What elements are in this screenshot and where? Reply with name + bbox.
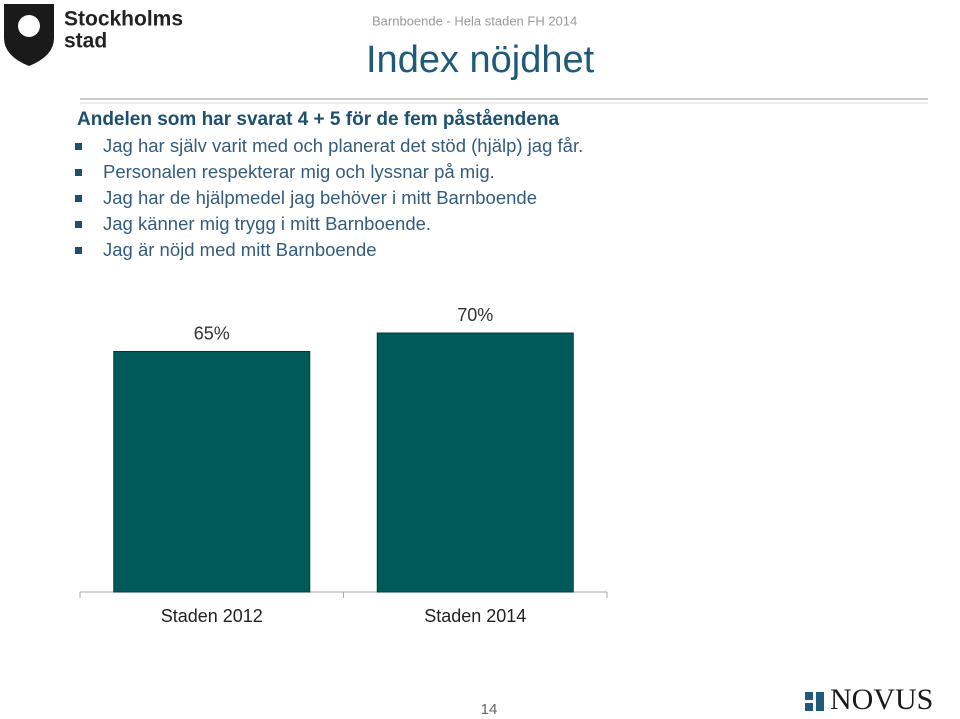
brand-mark <box>805 692 813 700</box>
subtitle: Barnboende - Hela staden FH 2014 <box>372 13 577 28</box>
bar <box>113 351 311 593</box>
bullet-marker <box>75 247 82 254</box>
chart: Staden 2012 65% Staden 2014 70% <box>79 305 608 626</box>
bullet-text: Jag känner mig trygg i mitt Barnboende. <box>103 213 431 234</box>
bullet-marker <box>75 169 82 176</box>
x-tick-label: Staden 2014 <box>424 606 526 626</box>
bullet-marker <box>75 143 82 150</box>
brand-mark <box>816 692 824 711</box>
data-label: 70% <box>457 305 493 325</box>
brand-mark <box>805 703 813 711</box>
bullet-marker <box>75 221 82 228</box>
bullet-list: Jag har själv varit med och planerat det… <box>75 135 583 260</box>
heading: Andelen som har svarat 4 + 5 för de fem … <box>77 109 559 130</box>
bullet-marker <box>75 195 82 202</box>
data-label: 65% <box>194 323 230 343</box>
bar <box>376 332 574 593</box>
bullet-text: Personalen respekterar mig och lyssnar p… <box>103 161 495 182</box>
title: Index nöjdhet <box>366 39 595 81</box>
logo-emblem <box>18 15 40 37</box>
bullet-text: Jag är nöjd med mitt Barnboende <box>103 239 377 260</box>
logo-text: stad <box>64 30 107 53</box>
page-number: 14 <box>481 701 498 718</box>
logo-text: Stockholms <box>64 8 183 31</box>
brand: NOVUS <box>830 683 933 716</box>
bullet-text: Jag har de hjälpmedel jag behöver i mitt… <box>103 187 537 208</box>
bullet-text: Jag har själv varit med och planerat det… <box>103 135 583 156</box>
x-tick-label: Staden 2012 <box>161 606 263 626</box>
